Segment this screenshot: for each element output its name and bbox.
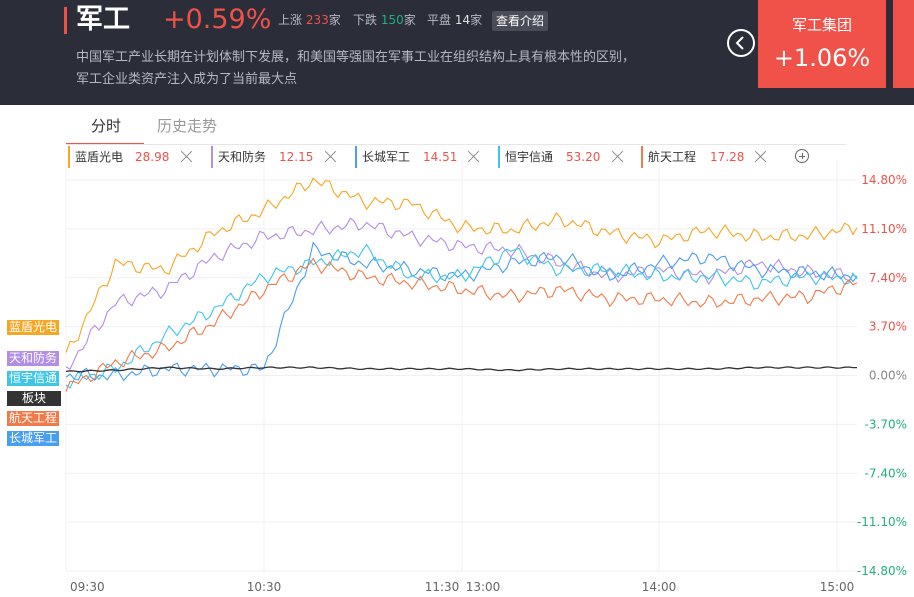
chip-color-bar (211, 146, 213, 168)
plus-circle-icon[interactable] (795, 149, 809, 163)
x-tick-label: 14:00 (642, 580, 677, 594)
close-icon[interactable] (180, 150, 193, 163)
chip-price: 28.98 (135, 150, 170, 164)
stock-chip[interactable]: 天和防务 12.15 (211, 146, 343, 168)
chip-color-bar (498, 146, 500, 168)
chip-name: 航天工程 (648, 150, 697, 164)
y-tick-label: -11.10% (857, 515, 907, 529)
chip-price: 12.15 (279, 150, 314, 164)
y-tick-label: 0.00% (869, 369, 907, 383)
sector-change-pct: +0.59% (163, 4, 272, 35)
flat-unit: 家 (470, 13, 483, 27)
close-icon[interactable] (467, 150, 480, 163)
series-line (65, 366, 857, 373)
featured-change-pct: +1.06% (773, 44, 871, 72)
featured-card[interactable]: 军工集团 +1.06% (758, 0, 886, 88)
series-line (65, 243, 858, 389)
chevron-left-icon (735, 36, 744, 50)
close-icon[interactable] (324, 150, 337, 163)
chip-name: 天和防务 (218, 150, 267, 164)
series-lines (65, 177, 858, 392)
stock-chip[interactable]: 长城军工 14.51 (355, 146, 487, 168)
down-stat: 下跌 150家 (353, 11, 416, 29)
x-tick-label: 13:00 (466, 580, 501, 594)
description-line: 军工企业类资产注入成为了当前最大点 (76, 72, 298, 87)
x-tick-label: 15:00 (820, 580, 855, 594)
left-label: 蓝盾光电 (7, 320, 60, 335)
down-count: 150 (380, 13, 404, 27)
chip-name: 长城军工 (362, 150, 411, 164)
chip-color-bar (355, 146, 357, 168)
chart-grid (65, 160, 857, 572)
series-line (65, 241, 858, 382)
y-tick-label: 3.70% (869, 320, 907, 334)
x-tick-label: 09:30 (70, 580, 105, 594)
y-tick-label: -7.40% (865, 466, 907, 480)
up-count: 233 (305, 13, 329, 27)
y-tick-label: 14.80% (861, 173, 907, 187)
back-button[interactable] (727, 29, 755, 57)
y-tick-label: 11.10% (861, 222, 907, 236)
stock-chip[interactable]: 蓝盾光电 28.98 (68, 146, 200, 168)
up-label: 上涨 (278, 13, 303, 27)
left-label: 天和防务 (7, 351, 60, 366)
close-icon[interactable] (754, 150, 767, 163)
chip-color-bar (68, 146, 70, 168)
series-line (65, 257, 858, 392)
series-line (65, 177, 858, 353)
stock-chip[interactable]: 恒宇信通 53.20 (498, 146, 630, 168)
sector-title: 军工 (76, 4, 130, 35)
chip-name: 恒宇信通 (505, 150, 554, 164)
chip-color-bar (641, 146, 643, 168)
chip-name: 蓝盾光电 (75, 150, 124, 164)
sector-description: 中国军工产业长期在计划体制下发展，和美国等强国在军事工业在组织结构上具有根本性的… (76, 47, 716, 91)
stock-chip[interactable]: 航天工程 17.28 (641, 146, 773, 168)
x-tick-label: 10:30 (247, 580, 282, 594)
y-tick-label: -14.80% (857, 564, 907, 578)
y-tick-label: -3.70% (865, 417, 907, 431)
featured-name: 军工集团 (791, 16, 852, 34)
left-label: 航天工程 (7, 411, 60, 426)
down-label: 下跌 (353, 13, 378, 27)
flat-stat: 平盘 14家 (427, 11, 482, 29)
series-line (65, 217, 858, 370)
description-line: 中国军工产业长期在计划体制下发展，和美国等强国在军事工业在组织结构上具有根本性的… (76, 50, 636, 65)
left-label: 长城军工 (7, 431, 60, 446)
close-icon[interactable] (611, 150, 624, 163)
up-stat: 上涨 233家 (278, 11, 341, 29)
chip-price: 14.51 (423, 150, 458, 164)
down-unit: 家 (403, 13, 416, 27)
chip-price: 17.28 (710, 150, 745, 164)
y-tick-label: 7.40% (869, 271, 907, 285)
flat-label: 平盘 (427, 13, 452, 27)
tab-intraday[interactable]: 分时 (91, 117, 122, 135)
left-label: 恒宇信通 (7, 371, 60, 386)
next-card-edge[interactable] (893, 0, 914, 88)
tab-divider (66, 144, 846, 145)
x-axis-ticks: 09:30 10:30 11:30 13:00 14:00 15:00 (70, 580, 854, 594)
up-unit: 家 (328, 13, 341, 27)
tab-history[interactable]: 历史走势 (157, 117, 218, 135)
tab-bar: 分时 历史走势 (0, 105, 914, 145)
title-accent-bar (64, 7, 67, 34)
flat-count: 14 (454, 13, 471, 27)
left-label: 板块 (7, 391, 62, 406)
header: 军工 +0.59% 上涨 233家 下跌 150家 平盘 14家 查看介绍 中国… (0, 0, 914, 105)
view-intro-button[interactable]: 查看介绍 (492, 11, 549, 31)
x-tick-label: 11:30 (425, 580, 460, 594)
y-axis-ticks: 14.80% 11.10% 7.40% 3.70% 0.00% -3.70% -7.40% -… (857, 173, 907, 578)
chip-price: 53.20 (566, 150, 601, 164)
